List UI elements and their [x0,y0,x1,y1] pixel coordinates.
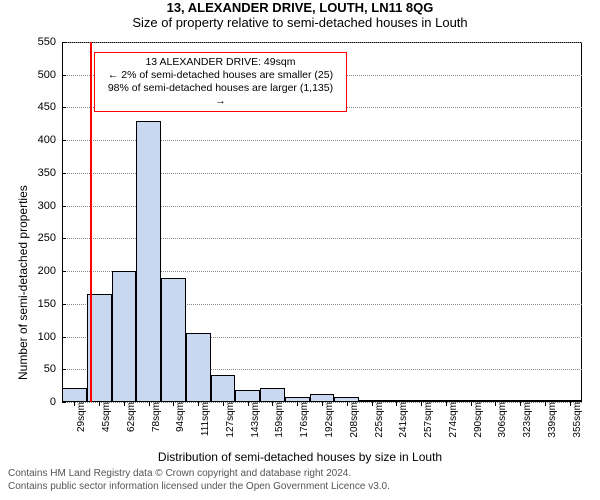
histogram-bar [161,278,186,402]
x-tick-label: 257sqm [415,402,434,438]
attribution-line-2: Contains public sector information licen… [8,481,390,494]
x-axis-label: Distribution of semi-detached houses by … [0,450,600,464]
histogram-bar [136,121,161,402]
x-tick-label: 29sqm [68,402,87,432]
x-tick-label: 339sqm [539,402,558,438]
x-tick-label: 241sqm [390,402,409,438]
y-tick-label: 450 [38,101,62,113]
y-tick-label: 250 [38,232,62,244]
x-tick-label: 62sqm [118,402,137,432]
property-marker-line [90,42,92,402]
y-tick-label: 200 [38,265,62,277]
x-tick-label: 78sqm [143,402,162,432]
annotation-line: 98% of semi-detached houses are larger (… [101,82,340,108]
x-tick-label: 111sqm [192,402,211,436]
histogram-bar [62,388,87,402]
y-axis-label: Number of semi-detached properties [16,185,30,380]
x-tick-label: 176sqm [291,402,310,438]
page-title: 13, ALEXANDER DRIVE, LOUTH, LN11 8QG [0,0,600,15]
annotation-line: ← 2% of semi-detached houses are smaller… [101,69,340,82]
page-subtitle: Size of property relative to semi-detach… [0,15,600,30]
x-tick-label: 192sqm [316,402,335,438]
x-tick-label: 225sqm [366,402,385,438]
x-tick-label: 94sqm [167,402,186,432]
x-tick-label: 355sqm [564,402,583,438]
histogram-bar [112,271,137,402]
x-tick-label: 143sqm [242,402,261,438]
gridline [62,42,582,43]
x-tick-label: 208sqm [341,402,360,438]
x-tick-label: 159sqm [266,402,285,438]
histogram-plot: 05010015020025030035040045050055029sqm45… [62,42,582,402]
y-tick-label: 0 [50,396,62,408]
annotation-line: 13 ALEXANDER DRIVE: 49sqm [101,56,340,69]
x-tick-label: 274sqm [440,402,459,438]
x-tick-label: 127sqm [217,402,236,438]
x-tick-label: 306sqm [489,402,508,438]
histogram-bar [235,390,260,402]
y-tick-label: 150 [38,298,62,310]
histogram-bar [211,375,236,402]
y-tick-label: 100 [38,331,62,343]
histogram-bar [260,388,285,402]
x-tick-label: 323sqm [514,402,533,438]
histogram-bar [310,394,335,402]
y-tick-label: 550 [38,36,62,48]
histogram-bar [186,333,211,402]
attribution-line-1: Contains HM Land Registry data © Crown c… [8,468,351,481]
y-tick-label: 350 [38,167,62,179]
x-tick-label: 290sqm [465,402,484,438]
y-tick-label: 300 [38,200,62,212]
annotation-box: 13 ALEXANDER DRIVE: 49sqm← 2% of semi-de… [94,52,347,113]
y-tick-label: 500 [38,69,62,81]
y-tick-label: 400 [38,134,62,146]
y-tick-label: 50 [44,363,62,375]
x-tick-label: 45sqm [93,402,112,432]
